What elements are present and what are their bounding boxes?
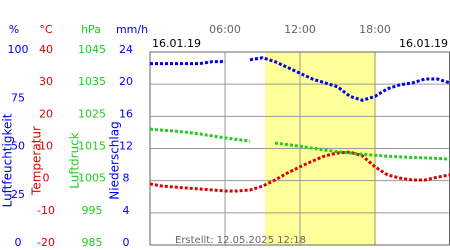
y-tick-label: 1005 (78, 172, 106, 185)
y-tick-label: 30 (39, 75, 53, 88)
y-tick-label: 4 (123, 204, 130, 217)
y-tick-label: 0 (43, 172, 50, 185)
y-tick-label: 75 (11, 91, 25, 104)
axis-unit: mm/h (116, 23, 148, 36)
axis-unit: °C (39, 23, 53, 36)
y-tick-label: 100 (8, 43, 29, 56)
footer: Erstellt: 12.05.2025 12:18 (175, 235, 306, 246)
axis-title: Niederschlag (108, 121, 122, 199)
axis-title: Temperatur (30, 126, 44, 196)
y-tick-label: 995 (82, 204, 103, 217)
y-tick-label: 1025 (78, 107, 106, 120)
y-tick-label: 0 (123, 236, 130, 249)
y-tick-label: 10 (39, 140, 53, 153)
y-tick-label: 1035 (78, 75, 106, 88)
y-tick-label: 12 (119, 140, 133, 153)
y-tick-label: -20 (37, 236, 55, 249)
date-right: 16.01.19 (399, 37, 448, 50)
date-left: 16.01.19 (152, 37, 201, 50)
y-tick-label: 20 (119, 75, 133, 88)
y-tick-label: 20 (39, 107, 53, 120)
x-tick-label: 06:00 (209, 23, 241, 36)
x-tick-label: 12:00 (284, 23, 316, 36)
series-line (149, 150, 450, 193)
axis-unit: hPa (81, 23, 101, 36)
axis-title: Luftfeuchtigkeit (1, 113, 15, 207)
series-line (150, 56, 450, 102)
y-tick-label: 8 (123, 172, 130, 185)
y-tick-label: 1045 (78, 43, 106, 56)
y-tick-label: 16 (119, 107, 133, 120)
axis-unit: % (9, 23, 19, 36)
series-line (149, 127, 450, 161)
y-tick-label: 25 (11, 188, 25, 201)
x-tick-label: 18:00 (359, 23, 391, 36)
y-tick-label: 50 (11, 140, 25, 153)
y-tick-label: -10 (37, 204, 55, 217)
y-tick-label: 24 (119, 43, 133, 56)
y-tick-label: 0 (15, 236, 22, 249)
axis-title: Luftdruck (68, 132, 82, 189)
y-tick-label: 40 (39, 43, 53, 56)
y-tick-label: 985 (82, 236, 103, 249)
y-tick-label: 1015 (78, 140, 106, 153)
